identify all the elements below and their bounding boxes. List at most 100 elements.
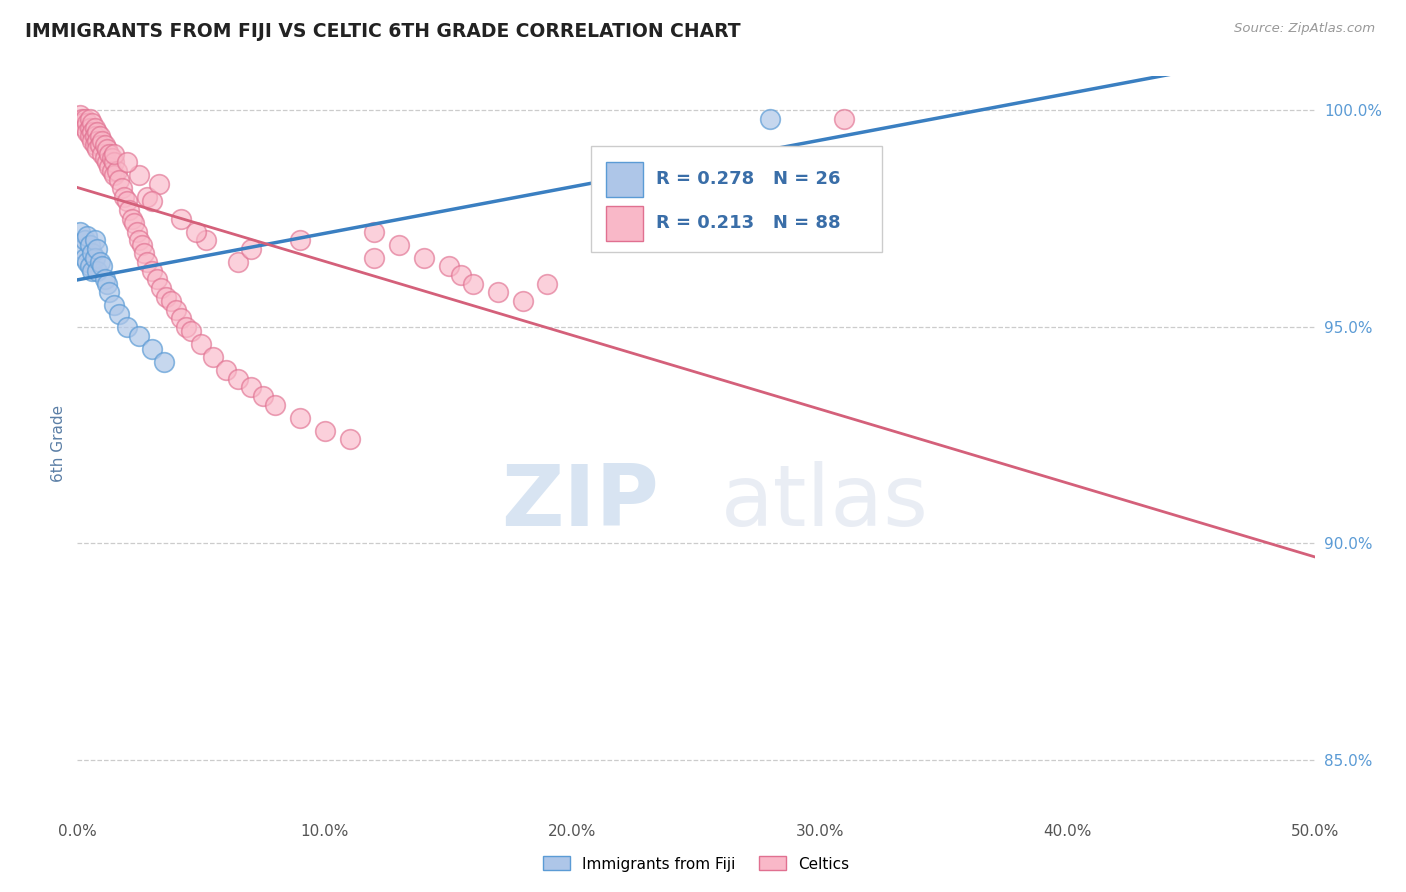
Point <box>170 311 193 326</box>
Point <box>89 129 111 144</box>
Point <box>512 293 534 308</box>
FancyBboxPatch shape <box>606 162 643 197</box>
Point <box>69 108 91 122</box>
Point <box>150 281 173 295</box>
Point <box>121 211 143 226</box>
Point <box>79 260 101 274</box>
Point <box>115 194 138 209</box>
Point <box>339 433 361 447</box>
Point <box>115 155 138 169</box>
Point <box>83 129 105 144</box>
Point <box>82 116 104 130</box>
Point <box>98 146 121 161</box>
Point <box>79 237 101 252</box>
Point <box>412 251 434 265</box>
Point <box>226 255 249 269</box>
Point <box>76 125 98 139</box>
Point <box>89 138 111 153</box>
Point <box>108 172 131 186</box>
Point <box>91 134 114 148</box>
Point <box>165 302 187 317</box>
Point <box>79 112 101 127</box>
Point <box>73 112 96 127</box>
Point <box>145 272 167 286</box>
Point <box>86 242 108 256</box>
Point <box>72 242 94 256</box>
Point <box>131 237 153 252</box>
Point <box>103 146 125 161</box>
Point <box>363 225 385 239</box>
Point <box>89 255 111 269</box>
Point <box>79 129 101 144</box>
Point <box>86 134 108 148</box>
Point <box>834 112 856 127</box>
Point <box>86 263 108 277</box>
Point <box>190 337 212 351</box>
Point <box>96 155 118 169</box>
Point <box>69 225 91 239</box>
Point <box>363 251 385 265</box>
Point <box>96 277 118 291</box>
Point <box>202 350 225 364</box>
Point <box>73 251 96 265</box>
Point <box>105 164 128 178</box>
Point <box>155 290 177 304</box>
Point <box>288 233 311 247</box>
Point <box>486 285 509 300</box>
Point <box>96 142 118 156</box>
FancyBboxPatch shape <box>606 206 643 242</box>
Point <box>101 151 124 165</box>
Point <box>72 116 94 130</box>
Point <box>98 160 121 174</box>
Point <box>141 342 163 356</box>
Point <box>125 225 148 239</box>
Point <box>437 260 460 274</box>
Text: IMMIGRANTS FROM FIJI VS CELTIC 6TH GRADE CORRELATION CHART: IMMIGRANTS FROM FIJI VS CELTIC 6TH GRADE… <box>25 22 741 41</box>
Point <box>86 142 108 156</box>
Point <box>170 211 193 226</box>
Point <box>93 272 115 286</box>
Point <box>160 293 183 308</box>
Point <box>72 112 94 127</box>
Point <box>239 380 262 394</box>
Point <box>463 277 485 291</box>
Point <box>101 164 124 178</box>
Point <box>103 169 125 183</box>
Point <box>82 263 104 277</box>
Point <box>128 233 150 247</box>
Point <box>91 260 114 274</box>
Point <box>98 285 121 300</box>
Point <box>108 307 131 321</box>
Point <box>91 146 114 161</box>
Point <box>76 255 98 269</box>
Text: R = 0.213   N = 88: R = 0.213 N = 88 <box>657 214 841 232</box>
Point <box>83 120 105 135</box>
Point <box>134 246 156 260</box>
Point <box>141 263 163 277</box>
Point <box>118 202 141 217</box>
Point <box>252 389 274 403</box>
Point <box>135 190 157 204</box>
Point <box>195 233 218 247</box>
Point <box>288 410 311 425</box>
Point <box>76 229 98 244</box>
Point <box>153 354 176 368</box>
Point <box>73 120 96 135</box>
Point <box>103 298 125 312</box>
Legend: Immigrants from Fiji, Celtics: Immigrants from Fiji, Celtics <box>537 850 855 878</box>
Point <box>111 181 134 195</box>
Point <box>388 237 411 252</box>
Point <box>93 151 115 165</box>
Point <box>82 246 104 260</box>
Point <box>128 169 150 183</box>
Text: R = 0.278   N = 26: R = 0.278 N = 26 <box>657 169 841 188</box>
Point <box>184 225 207 239</box>
Point <box>141 194 163 209</box>
Point <box>83 233 105 247</box>
Point <box>86 125 108 139</box>
Point <box>759 112 782 127</box>
Text: Source: ZipAtlas.com: Source: ZipAtlas.com <box>1234 22 1375 36</box>
Point <box>73 233 96 247</box>
Point <box>82 125 104 139</box>
FancyBboxPatch shape <box>591 145 882 252</box>
